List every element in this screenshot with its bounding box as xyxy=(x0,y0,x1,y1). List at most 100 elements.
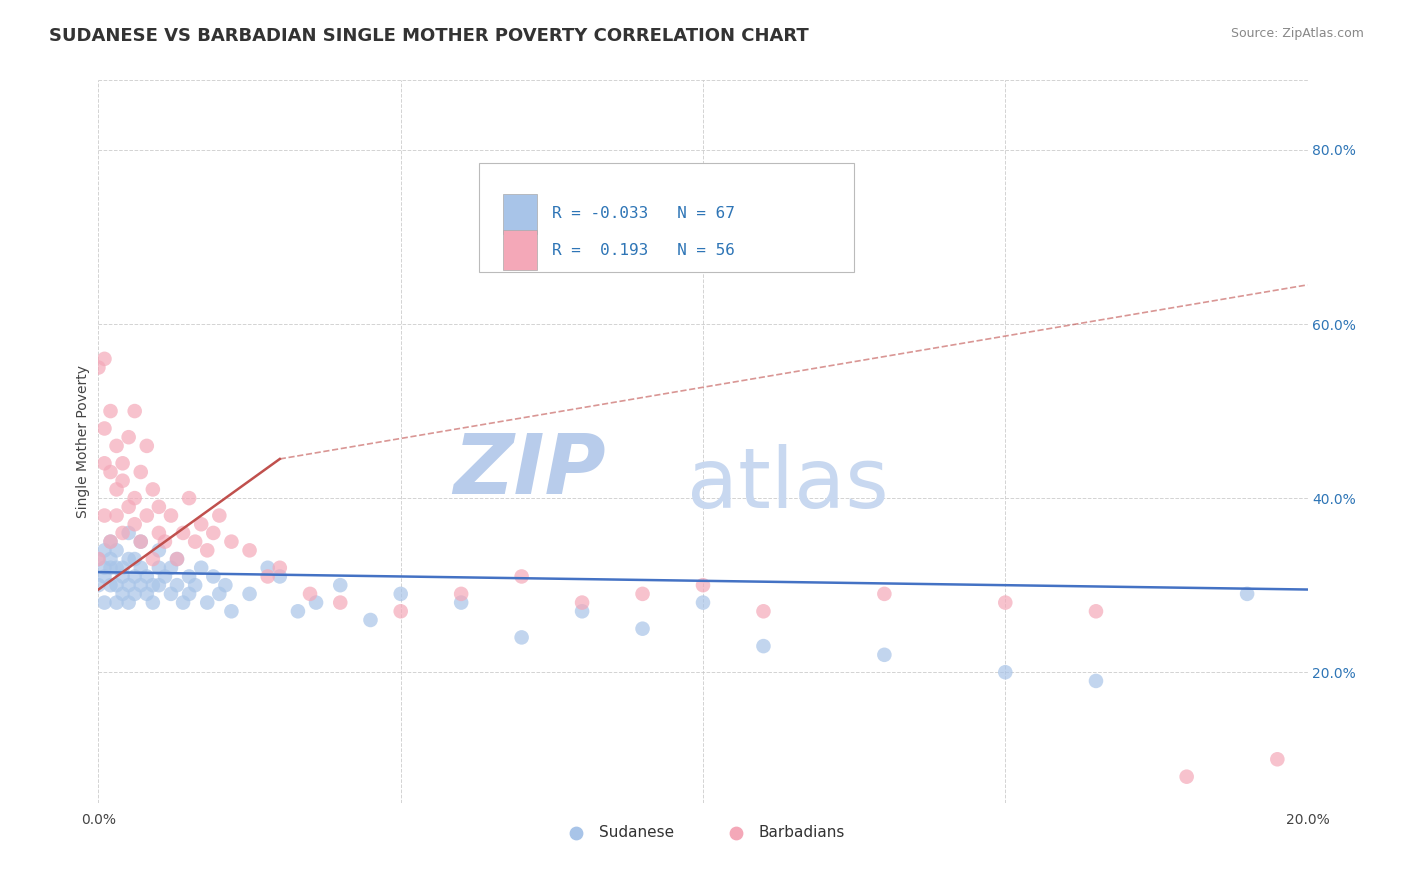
Point xyxy=(100,578,122,592)
Point xyxy=(214,578,236,592)
Point xyxy=(105,578,128,592)
Point xyxy=(239,543,262,558)
Point xyxy=(118,430,141,444)
Point xyxy=(1175,770,1198,784)
Point xyxy=(329,596,352,610)
Point xyxy=(135,587,157,601)
Point xyxy=(360,613,382,627)
Point xyxy=(221,604,243,618)
Point xyxy=(93,456,115,470)
Point xyxy=(752,604,775,618)
Bar xyxy=(503,194,537,234)
Point xyxy=(202,569,225,583)
Point xyxy=(124,587,146,601)
Point xyxy=(105,543,128,558)
Point xyxy=(873,648,896,662)
Point xyxy=(256,569,278,583)
Point xyxy=(329,578,352,592)
FancyBboxPatch shape xyxy=(479,163,855,272)
Point xyxy=(111,569,134,583)
Text: SUDANESE VS BARBADIAN SINGLE MOTHER POVERTY CORRELATION CHART: SUDANESE VS BARBADIAN SINGLE MOTHER POVE… xyxy=(49,27,808,45)
Point xyxy=(105,508,128,523)
Point xyxy=(148,525,170,540)
Point xyxy=(269,561,291,575)
Point xyxy=(994,665,1017,680)
Legend: Sudanese, Barbadians: Sudanese, Barbadians xyxy=(555,819,851,846)
Point xyxy=(148,561,170,575)
Point xyxy=(124,491,146,505)
Point xyxy=(1267,752,1289,766)
Point xyxy=(873,587,896,601)
Point xyxy=(172,525,194,540)
Point xyxy=(631,622,654,636)
Point xyxy=(142,596,165,610)
Point xyxy=(93,351,115,366)
Point xyxy=(124,552,146,566)
Point xyxy=(93,596,115,610)
Point xyxy=(160,508,183,523)
Point xyxy=(752,639,775,653)
Point xyxy=(129,534,152,549)
Point xyxy=(124,517,146,532)
Point xyxy=(111,474,134,488)
Point xyxy=(190,517,212,532)
Point xyxy=(160,561,183,575)
Point xyxy=(510,631,533,645)
Point xyxy=(269,569,291,583)
Point xyxy=(124,569,146,583)
Point xyxy=(631,587,654,601)
Point xyxy=(129,578,152,592)
Point xyxy=(135,439,157,453)
Point xyxy=(166,578,188,592)
Point xyxy=(221,534,243,549)
Point xyxy=(105,483,128,497)
Point xyxy=(389,604,412,618)
Point xyxy=(129,465,152,479)
Point xyxy=(100,534,122,549)
Point xyxy=(208,508,231,523)
Point xyxy=(93,569,115,583)
Bar xyxy=(503,230,537,270)
Point xyxy=(450,596,472,610)
Point xyxy=(129,534,152,549)
Point xyxy=(571,596,593,610)
Point xyxy=(299,587,322,601)
Point xyxy=(118,525,141,540)
Point xyxy=(100,465,122,479)
Point xyxy=(135,508,157,523)
Point xyxy=(100,561,122,575)
Point xyxy=(142,483,165,497)
Point xyxy=(118,596,141,610)
Point xyxy=(389,587,412,601)
Point xyxy=(305,596,328,610)
Point xyxy=(111,456,134,470)
Point xyxy=(124,404,146,418)
Point xyxy=(994,596,1017,610)
Point xyxy=(111,525,134,540)
Text: atlas: atlas xyxy=(686,444,889,525)
Point xyxy=(87,552,110,566)
Point xyxy=(142,578,165,592)
Point xyxy=(195,596,218,610)
Point xyxy=(105,596,128,610)
Point xyxy=(160,587,183,601)
Point xyxy=(239,587,262,601)
Point xyxy=(100,552,122,566)
Point xyxy=(510,569,533,583)
Text: R = -0.033   N = 67: R = -0.033 N = 67 xyxy=(553,206,735,221)
Point xyxy=(93,543,115,558)
Point xyxy=(195,543,218,558)
Point xyxy=(105,561,128,575)
Point xyxy=(148,578,170,592)
Point xyxy=(118,500,141,514)
Point xyxy=(184,534,207,549)
Point xyxy=(1236,587,1258,601)
Point xyxy=(692,578,714,592)
Point xyxy=(135,569,157,583)
Point xyxy=(148,543,170,558)
Point xyxy=(256,561,278,575)
Point xyxy=(172,596,194,610)
Point xyxy=(93,421,115,435)
Point xyxy=(184,578,207,592)
Point xyxy=(87,552,110,566)
